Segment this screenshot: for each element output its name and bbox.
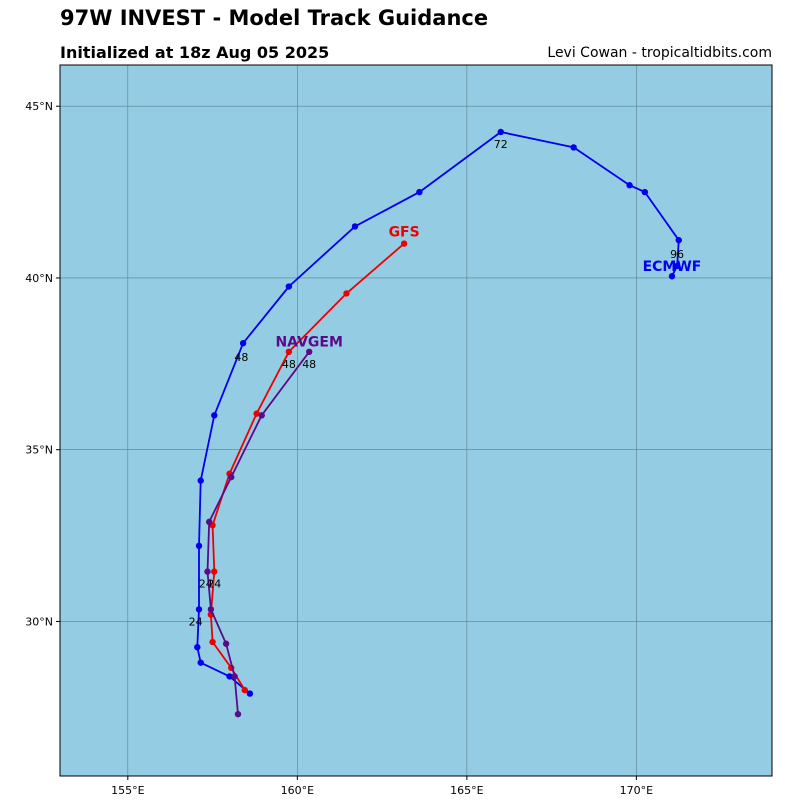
track-point-ecmwf — [570, 144, 577, 151]
track-point-ecmwf — [211, 412, 218, 419]
track-point-navgem — [207, 606, 215, 613]
track-point-navgem — [234, 710, 242, 718]
track-point-gfs — [253, 410, 260, 417]
credit-text: Levi Cowan - tropicaltidbits.com — [547, 45, 772, 61]
lon-tick-label: 170°E — [620, 784, 653, 797]
forecast-hour-label: 48 — [302, 358, 316, 371]
track-point-ecmwf — [497, 128, 504, 136]
lon-tick-label: 165°E — [450, 784, 483, 797]
track-point-ecmwf — [416, 188, 423, 196]
track-point-navgem — [204, 568, 211, 575]
track-point-ecmwf — [668, 273, 676, 280]
track-point-ecmwf — [226, 673, 233, 680]
track-point-ecmwf — [239, 340, 247, 347]
track-point-navgem — [228, 473, 235, 481]
track-point-gfs — [343, 290, 350, 297]
model-label-navgem: NAVGEM — [275, 335, 342, 351]
track-point-navgem — [231, 673, 238, 680]
track-point-ecmwf — [195, 542, 203, 550]
track-point-ecmwf — [675, 236, 682, 244]
track-point-ecmwf — [641, 188, 649, 196]
track-point-gfs — [241, 686, 248, 694]
map-frame — [59, 64, 773, 777]
track-point-navgem — [222, 640, 230, 647]
track-point-ecmwf — [195, 606, 203, 613]
track-navgem: 24 48 NAVGEM — [199, 335, 343, 718]
forecast-hour-label: 24 — [199, 578, 213, 591]
map-gridlines — [60, 65, 772, 776]
lat-tick-label: 35°N — [25, 444, 53, 457]
track-point-gfs — [285, 348, 293, 356]
track-point-gfs — [209, 638, 216, 646]
forecast-hour-label: 96 — [670, 248, 684, 261]
model-label-gfs: GFS — [389, 225, 420, 241]
track-point-ecmwf — [626, 182, 633, 189]
track-point-navgem — [258, 412, 265, 419]
map-ocean — [60, 65, 772, 776]
forecast-hour-label: 24 — [189, 615, 203, 628]
track-point-ecmwf — [673, 262, 681, 270]
forecast-hour-label: 48 — [234, 351, 248, 364]
track-point-ecmwf — [197, 659, 204, 666]
lon-tick-label: 155°E — [111, 784, 144, 797]
lat-tick-label: 45°N — [25, 100, 53, 113]
track-point-ecmwf — [246, 690, 254, 697]
track-gfs: 24 48 GFS — [207, 225, 420, 694]
track-point-ecmwf — [351, 223, 359, 230]
forecast-hour-label: 72 — [494, 138, 508, 151]
track-point-ecmwf — [285, 283, 293, 290]
chart-title: 97W INVEST - Model Track Guidance — [60, 6, 489, 30]
track-point-ecmwf — [194, 643, 201, 651]
track-point-gfs — [400, 240, 408, 247]
track-point-navgem — [205, 518, 213, 526]
lat-tick-label: 30°N — [25, 615, 53, 628]
lat-tick-label: 40°N — [25, 272, 53, 285]
track-point-ecmwf — [197, 477, 204, 484]
axis-ticks: 155°E 160°E 165°E 170°E 30°N 35°N 40°N 45°N — [25, 100, 653, 797]
forecast-hour-label: 24 — [207, 578, 221, 591]
model-label-ecmwf: ECMWF — [643, 259, 702, 275]
track-point-gfs — [211, 568, 218, 575]
chart-subtitle: Initialized at 18z Aug 05 2025 — [60, 43, 330, 62]
forecast-hour-label: 48 — [282, 358, 296, 371]
lon-tick-label: 160°E — [281, 784, 314, 797]
track-point-navgem — [306, 348, 313, 356]
